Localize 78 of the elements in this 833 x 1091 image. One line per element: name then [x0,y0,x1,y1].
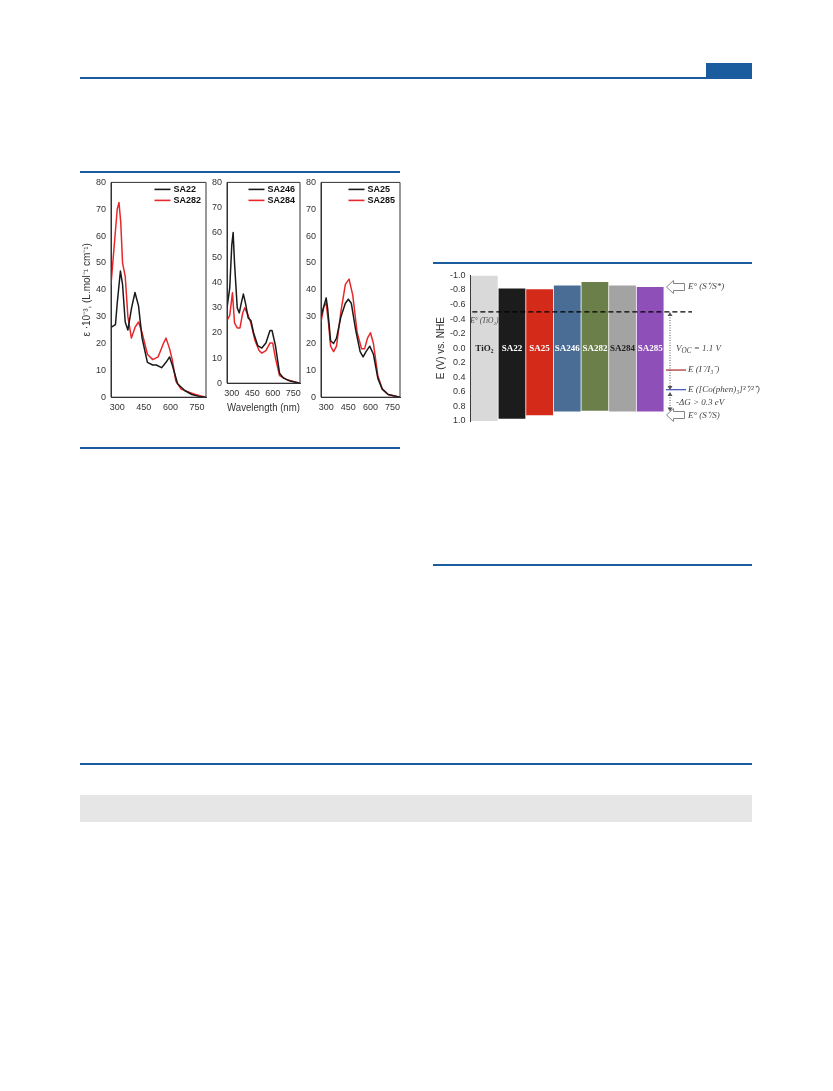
y-tick-label: 40 [212,277,223,288]
y-tick-label: 30 [306,311,317,322]
y-tick-label: 70 [212,201,223,212]
y-tick-label: 40 [96,284,107,295]
x-tick-label: SA246 [554,342,581,353]
y-tick-label: 10 [96,364,107,375]
x-tick-label: 600 [162,402,179,413]
x-tick-label: 600 [265,388,281,399]
y-tick-label: 0.8 [452,400,466,411]
y-tick-label: 80 [212,176,223,187]
bar [553,285,581,412]
y-tick-label: 20 [212,327,223,338]
x-tick-label: SA282 [582,342,608,353]
legend-label: SA22 [173,183,196,194]
x-tick-label: SA284 [610,342,636,353]
legend-label: SA282 [173,194,202,205]
annotation: E° (S⁺/S) [687,409,720,420]
y-tick-label: 40 [306,284,317,295]
bar [609,285,636,412]
y-tick-label: 0.6 [452,386,466,397]
y-tick-label: 0 [101,391,107,402]
y-tick-label: 20 [96,337,107,348]
x-tick-label: 600 [362,402,378,413]
y-tick-label: 50 [306,257,317,268]
ref-line-label: E ([Co(phen)₃]³⁺/²⁺) [687,384,760,395]
x-tick-label: TiO₂ [475,342,494,353]
x-tick-label: 450 [136,402,152,413]
x-tick-label: 300 [224,388,240,399]
y-tick-label: 20 [306,337,317,348]
y-tick-label: -0.8 [449,284,466,295]
y-tick-label: 60 [306,230,317,241]
y-tick-label: 0 [217,377,223,388]
y-axis-title: E (V) vs. NHE [434,316,446,380]
y-tick-label: 10 [212,352,223,363]
y-tick-label: -0.2 [449,328,466,339]
bar [498,288,526,419]
y-tick-label: 50 [96,257,107,268]
annotation: E° (S⁺/S*) [687,281,725,292]
x-tick-label: SA285 [637,342,664,353]
annotation: -ΔG > 0.3 eV [676,397,726,408]
y-tick-label: 70 [306,203,317,214]
bar [581,281,609,411]
ref-line-label: E (I⁻/I₃⁻) [687,364,720,375]
x-tick-label: 750 [385,402,401,413]
bar [636,287,664,412]
y-tick-label: -1.0 [449,269,466,280]
y-tick-label: 0.4 [452,371,466,382]
y-tick-label: 60 [96,230,107,241]
y-tick-label: 70 [96,203,107,214]
y-tick-label: 60 [212,227,223,238]
x-tick-label: SA22 [501,342,523,353]
x-tick-label: 450 [244,388,260,399]
y-tick-label: 10 [306,364,317,375]
x-tick-label: 750 [189,402,205,413]
x-tick-label: 300 [318,402,334,413]
y-tick-label: -0.4 [449,313,466,324]
y-tick-label: 0.2 [452,357,466,368]
legend-label: SA246 [267,183,296,194]
x-axis-title: Wavelength (nm) [227,401,300,413]
x-tick-label: 300 [109,402,125,413]
bar [526,289,554,416]
y-tick-label: -0.6 [449,299,466,309]
y-tick-label: 0 [311,391,317,402]
x-tick-label: SA25 [529,342,551,353]
x-tick-label: 450 [340,402,356,413]
y-tick-label: 1.0 [452,415,466,426]
y-tick-label: 50 [212,252,223,263]
y-axis-title: ε ·10⁻³, (L.mol⁻¹ cm⁻¹) [80,243,92,337]
legend-label: SA284 [267,194,296,205]
y-tick-label: 30 [212,302,223,313]
x-tick-label: 750 [285,388,301,399]
y-tick-label: 30 [96,311,107,322]
legend-label: SA285 [367,194,396,205]
legend-label: SA25 [367,183,390,194]
bar [470,275,498,421]
y-tick-label: 80 [96,176,107,187]
y-tick-label: 0.0 [452,342,466,353]
y-tick-label: 80 [306,176,317,187]
